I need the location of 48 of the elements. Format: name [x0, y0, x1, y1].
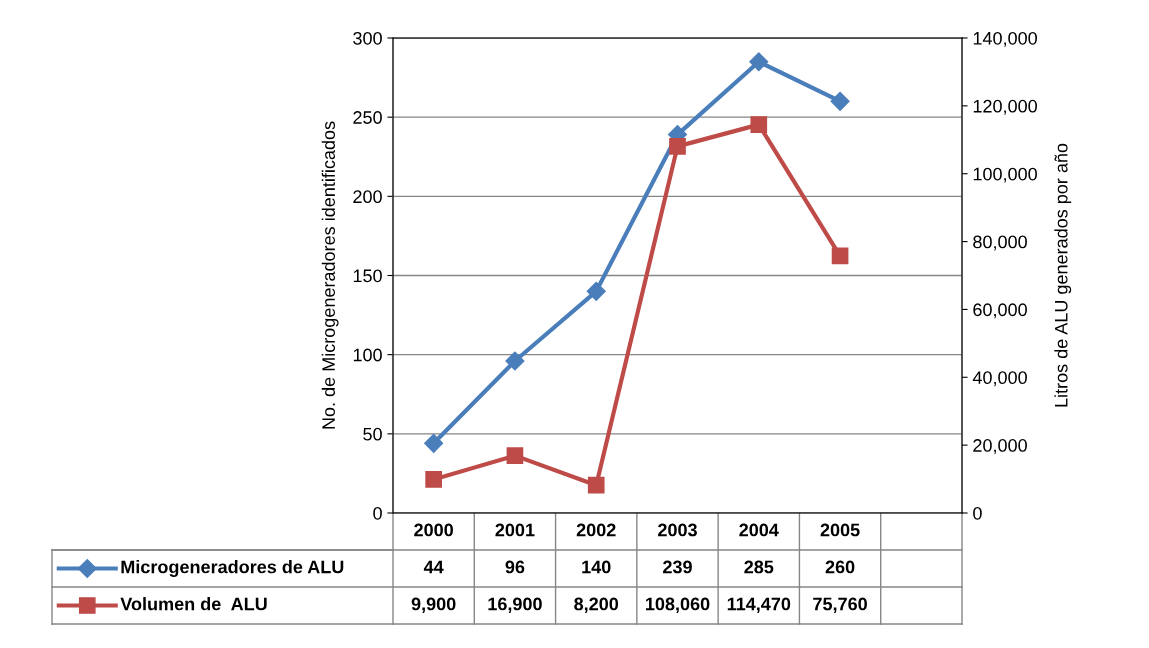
x-tick-label: 2002 [576, 523, 616, 537]
x-tick-label: 2004 [739, 523, 779, 537]
y2-tick-label: 40,000 [972, 371, 1027, 387]
data-label: 108,060 [646, 597, 710, 613]
data-label: 114,470 [727, 597, 791, 613]
legend-label: Volumen de ALU [120, 597, 267, 611]
data-label: 260 [825, 560, 855, 574]
data-label: 16,900 [488, 597, 542, 613]
data-label: 8,200 [574, 597, 619, 613]
y-axis-title: No. de Microgeneradores identificados [321, 121, 339, 429]
data-label: 239 [663, 560, 692, 574]
legend-label: Microgeneradores de ALU [121, 560, 344, 577]
point [506, 447, 524, 464]
y2-tick-label: 120,000 [973, 99, 1037, 115]
point [750, 116, 768, 133]
x-tick-label: 2000 [414, 523, 453, 537]
y-tick-label: 300 [353, 31, 382, 45]
point [424, 433, 444, 453]
y-tick-label: 0 [373, 506, 382, 520]
data-label: 140 [582, 560, 611, 574]
x-tick-label: 2001 [495, 523, 535, 537]
point [830, 91, 850, 111]
y-tick-label: 100 [353, 348, 382, 362]
y2-axis-title: Litros de ALU generados por año [1054, 143, 1072, 407]
data-label: 44 [423, 560, 444, 574]
x-tick-label: 2003 [658, 523, 697, 537]
y-tick-label: 200 [353, 190, 382, 204]
y2-tick-label: 80,000 [973, 235, 1027, 251]
point [669, 138, 686, 155]
point [831, 247, 849, 265]
y2-tick-label: 20,000 [973, 439, 1027, 454]
point [425, 471, 442, 488]
y2-tick-label: 0 [973, 506, 982, 520]
y-tick-label: 250 [353, 111, 382, 124]
point [505, 351, 525, 371]
data-label: 96 [505, 560, 525, 574]
y-tick-label: 50 [363, 427, 382, 441]
point [587, 476, 605, 494]
data-label: 9,900 [411, 597, 456, 613]
y2-tick-label: 60,000 [973, 303, 1027, 319]
y2-tick-label: 100,000 [973, 167, 1037, 183]
x-tick-label: 2005 [820, 523, 860, 537]
y2-tick-label: 140,000 [973, 31, 1037, 47]
y-tick-label: 150 [353, 269, 382, 283]
point [749, 52, 769, 72]
data-label: 75,760 [813, 597, 867, 613]
point [586, 281, 606, 301]
data-label: 285 [744, 560, 774, 574]
